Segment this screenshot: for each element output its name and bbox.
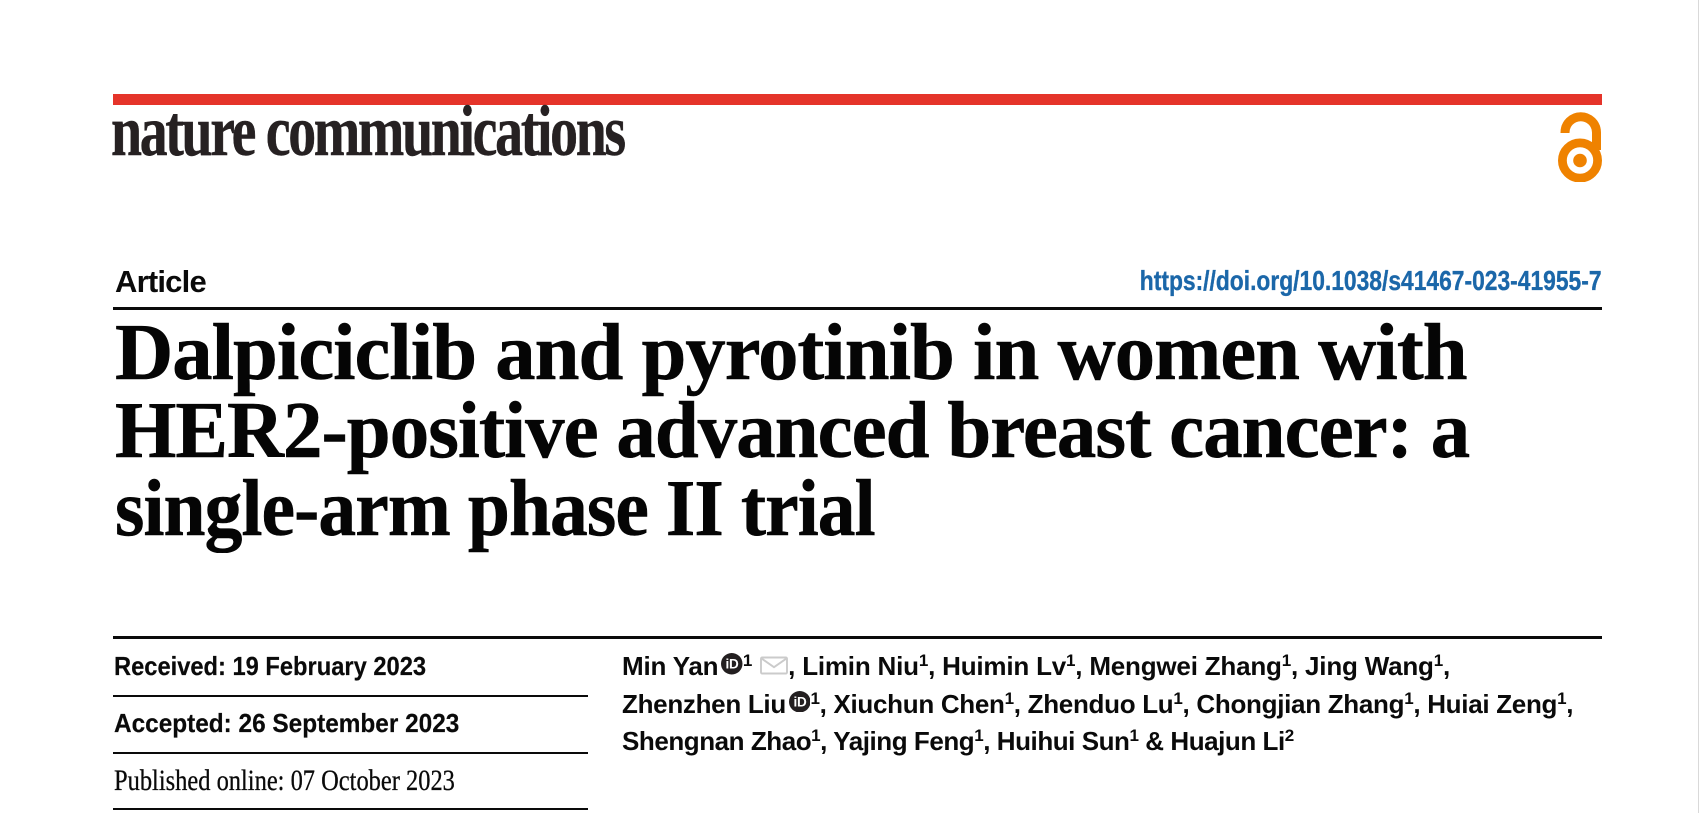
svg-text:iD: iD: [726, 656, 740, 671]
svg-text:iD: iD: [794, 694, 807, 709]
